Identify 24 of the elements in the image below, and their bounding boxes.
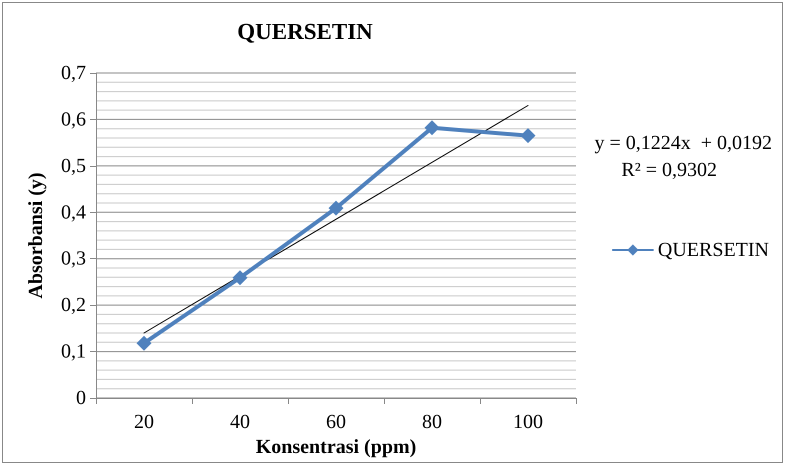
point — [328, 200, 344, 216]
y-axis-title: Absorbansi (y) — [25, 172, 47, 299]
x-axis-title: Konsentrasi (ppm) — [256, 436, 416, 458]
point — [136, 336, 152, 351]
point — [520, 128, 536, 144]
chart-title: QUERSETIN — [237, 19, 374, 44]
y-tick-label: 0,1 — [61, 340, 86, 363]
y-tick-label: 0,4 — [61, 201, 86, 224]
y-tick-label: 0,7 — [61, 62, 86, 84]
y-tick-label: 0,2 — [61, 294, 86, 316]
y-tick-label: 0 — [76, 387, 86, 409]
point — [232, 270, 248, 286]
y-tick-label: 0,6 — [61, 108, 86, 130]
legend-label: QUERSETIN — [658, 239, 770, 261]
text: y = 0,1224x + 0,0192 — [594, 132, 772, 154]
x-tick-label: 20 — [134, 411, 154, 433]
x-tick-label: 80 — [422, 411, 442, 433]
text: R² = 0,9302 — [621, 159, 718, 181]
x-tick-label: 40 — [230, 411, 250, 433]
y-tick-label: 0,5 — [61, 154, 86, 177]
x-tick-label: 100 — [513, 411, 543, 433]
x-tick-label: 60 — [326, 411, 346, 433]
y-tick-label: 0,3 — [61, 248, 86, 270]
point — [424, 120, 440, 136]
